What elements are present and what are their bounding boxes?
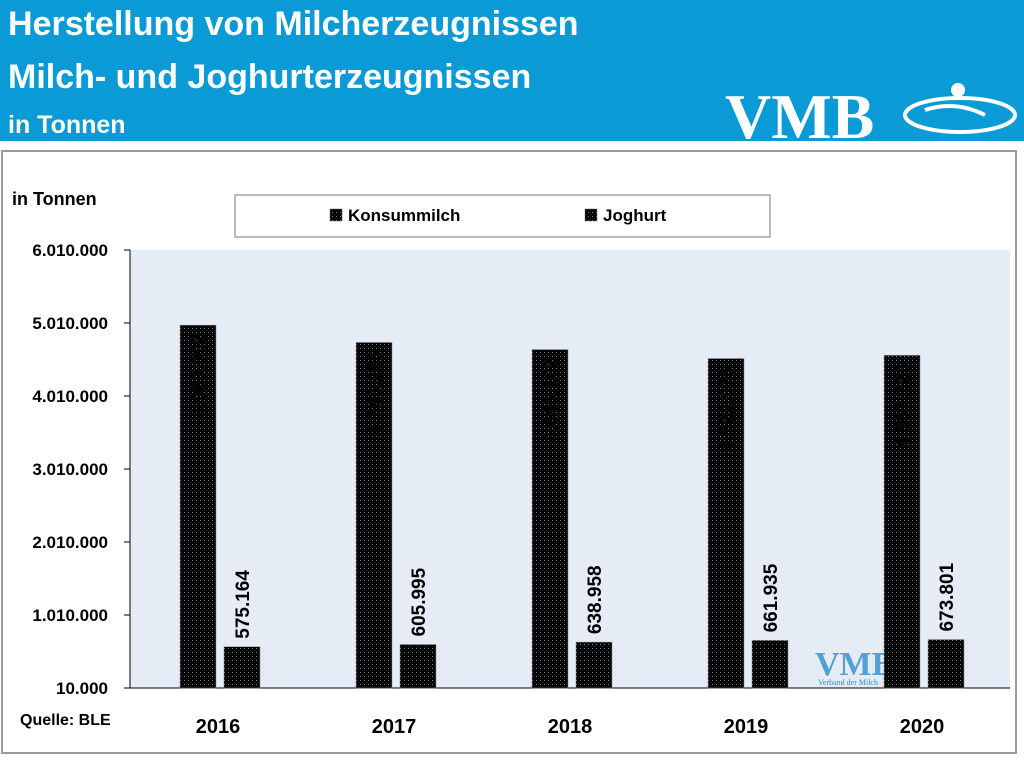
value-label: 638.958	[585, 565, 606, 634]
x-tick-label: 2018	[548, 716, 593, 738]
value-label: 4.567.323	[893, 363, 914, 448]
bar	[751, 640, 789, 689]
legend-label: Joghurt	[603, 206, 667, 225]
x-tick-label: 2016	[196, 716, 241, 738]
value-label: 661.935	[761, 563, 782, 632]
logo: VMB	[725, 81, 874, 152]
bar	[575, 641, 613, 689]
value-label: 673.801	[937, 562, 958, 631]
legend-swatch	[584, 208, 598, 222]
watermark-subtitle: Verband der Milch	[818, 678, 878, 687]
legend-swatch	[329, 208, 343, 222]
y-tick-label: 2.010.000	[32, 533, 108, 552]
bar	[223, 646, 261, 689]
bar	[179, 324, 217, 689]
bar	[707, 358, 745, 689]
value-label: 4.980.892	[189, 333, 210, 418]
legend-label: Konsummilch	[348, 206, 460, 225]
y-tick-label: 5.010.000	[32, 314, 108, 333]
header-title: Herstellung von Milcherzeugnissen	[8, 5, 579, 43]
header-subtitle: Milch- und Joghurterzeugnissen	[8, 58, 531, 96]
bar	[883, 355, 921, 689]
value-label: 4.743.286	[365, 350, 386, 435]
bar	[355, 342, 393, 689]
header-band	[0, 0, 1024, 141]
value-label: 575.164	[233, 570, 254, 639]
y-tick-label: 4.010.000	[32, 387, 108, 406]
source: Quelle: BLE	[20, 712, 111, 729]
y-axis-label: in Tonnen	[12, 189, 97, 209]
y-tick-label: 6.010.000	[32, 241, 108, 260]
legend	[234, 194, 771, 238]
x-tick-label: 2017	[372, 716, 417, 738]
value-label: 4.522.976	[717, 367, 738, 452]
watermark: VMB	[815, 646, 894, 683]
bar	[399, 644, 437, 689]
y-tick-label: 10.000	[56, 679, 108, 698]
y-tick-label: 3.010.000	[32, 460, 108, 479]
value-label: 4.646.102	[541, 358, 562, 443]
bar	[927, 639, 965, 689]
plot-area	[130, 250, 1010, 688]
header-unit: in Tonnen	[8, 111, 126, 139]
bar	[531, 349, 569, 689]
value-label: 605.995	[409, 567, 430, 636]
x-tick-label: 2020	[900, 716, 945, 738]
logo-swoosh	[903, 83, 1017, 134]
x-tick-label: 2019	[724, 716, 769, 738]
y-tick-label: 1.010.000	[32, 606, 108, 625]
